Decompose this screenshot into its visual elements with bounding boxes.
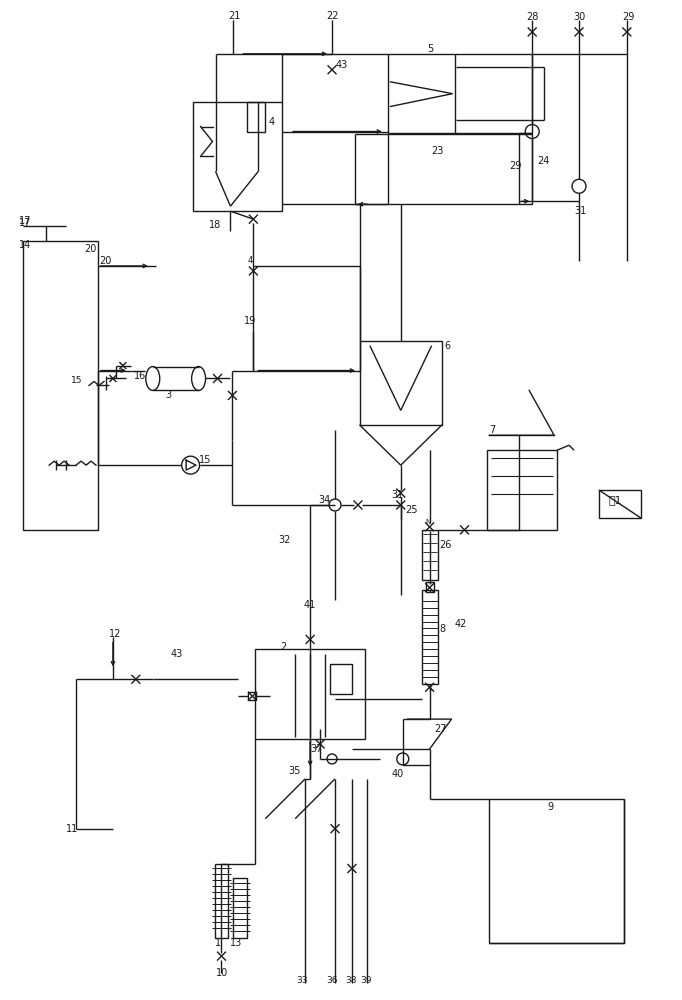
Text: 17: 17 (19, 218, 31, 228)
Text: 32: 32 (278, 535, 291, 545)
Text: 5: 5 (428, 44, 434, 54)
Text: 12: 12 (109, 629, 121, 639)
Text: 43: 43 (336, 60, 349, 70)
Text: 35: 35 (288, 766, 301, 776)
Text: 39: 39 (360, 976, 372, 985)
Text: 20: 20 (84, 244, 96, 254)
Bar (255, 649, 365, 739)
Bar (330, 664, 352, 694)
Text: 15: 15 (71, 376, 83, 385)
Text: 13: 13 (231, 938, 243, 948)
Text: 29: 29 (509, 161, 522, 171)
Text: 4: 4 (248, 256, 252, 265)
Bar (426, 582, 434, 592)
Text: 27: 27 (434, 724, 447, 734)
Text: 34: 34 (318, 495, 330, 505)
Text: 18: 18 (209, 220, 221, 230)
Bar (490, 799, 624, 943)
Bar (388, 54, 532, 133)
Text: 38: 38 (345, 976, 357, 985)
Bar (215, 864, 228, 938)
Text: 43: 43 (170, 649, 183, 659)
Text: 8: 8 (440, 624, 446, 634)
Bar (248, 692, 256, 700)
Text: 22: 22 (326, 11, 338, 21)
Text: 图1: 图1 (609, 495, 623, 505)
Bar (192, 102, 282, 211)
Text: 30: 30 (573, 12, 585, 22)
Text: 26: 26 (440, 540, 452, 550)
Bar (421, 530, 438, 580)
Text: 19: 19 (244, 316, 256, 326)
Text: 7: 7 (490, 425, 496, 435)
Text: 25: 25 (406, 505, 418, 515)
Bar (248, 102, 265, 132)
Text: 36: 36 (326, 976, 338, 985)
Text: 42: 42 (454, 619, 467, 629)
Bar (388, 134, 532, 204)
Text: 40: 40 (391, 769, 404, 779)
Text: 4: 4 (268, 117, 274, 127)
Text: 28: 28 (527, 12, 539, 22)
Text: 20: 20 (99, 256, 111, 266)
Text: 33: 33 (296, 976, 308, 985)
Bar (488, 450, 557, 530)
Bar (360, 341, 441, 425)
Text: 15: 15 (198, 455, 211, 465)
Text: 24: 24 (537, 156, 550, 166)
Text: 14: 14 (19, 240, 31, 250)
Text: 2: 2 (280, 642, 286, 652)
Text: 21: 21 (228, 11, 241, 21)
Text: 23: 23 (432, 146, 444, 156)
Text: 10: 10 (216, 968, 228, 978)
Text: N: N (426, 519, 431, 525)
Text: 37: 37 (310, 744, 323, 754)
Text: 17: 17 (19, 216, 31, 226)
Text: 31: 31 (391, 490, 404, 500)
Text: 6: 6 (445, 341, 451, 351)
Text: 11: 11 (66, 824, 78, 834)
Bar (233, 878, 248, 938)
Text: 1: 1 (216, 938, 222, 948)
Text: 41: 41 (303, 600, 315, 610)
Text: 31: 31 (574, 206, 587, 216)
Text: 3: 3 (166, 390, 172, 400)
Bar (599, 490, 641, 518)
Bar (23, 241, 98, 530)
Text: 16: 16 (134, 371, 146, 381)
Text: 29: 29 (622, 12, 634, 22)
Text: 9: 9 (547, 802, 553, 812)
Bar (421, 590, 438, 684)
